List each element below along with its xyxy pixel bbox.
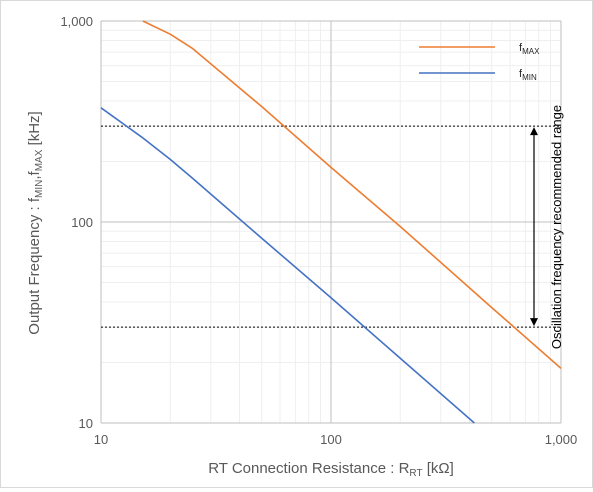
series-line-min <box>100 107 475 424</box>
y-tick-label: 100 <box>71 215 93 230</box>
recommended-range-label: Oscillation frequency recommended range <box>549 105 564 349</box>
legend-label-max: fMAX <box>519 42 540 56</box>
series-line-max <box>142 20 562 369</box>
x-tick-label: 10 <box>94 432 108 447</box>
y-tick-label: 10 <box>79 416 93 431</box>
range-arrow-head-bottom <box>530 318 538 327</box>
reference-lines <box>101 125 561 328</box>
x-axis-title: RT Connection Resistance : RRT [kΩ] <box>208 460 454 479</box>
major-gridlines <box>100 20 562 424</box>
x-tick-label: 1,000 <box>545 432 578 447</box>
recommended-range-annotation: Oscillation frequency recommended range <box>530 105 564 349</box>
y-tick-labels: 10 100 1,000 <box>60 14 93 431</box>
series-layer <box>100 20 562 424</box>
y-tick-label: 1,000 <box>60 14 93 29</box>
legend: fMAX fMIN <box>419 42 540 82</box>
range-arrow-head-top <box>530 127 538 136</box>
legend-label-min: fMIN <box>519 68 537 82</box>
x-tick-label: 100 <box>320 432 342 447</box>
x-tick-labels: 10 100 1,000 <box>94 432 578 447</box>
y-axis-title: Output Frequency : fMIN,fMAX [kHz] <box>26 111 45 334</box>
